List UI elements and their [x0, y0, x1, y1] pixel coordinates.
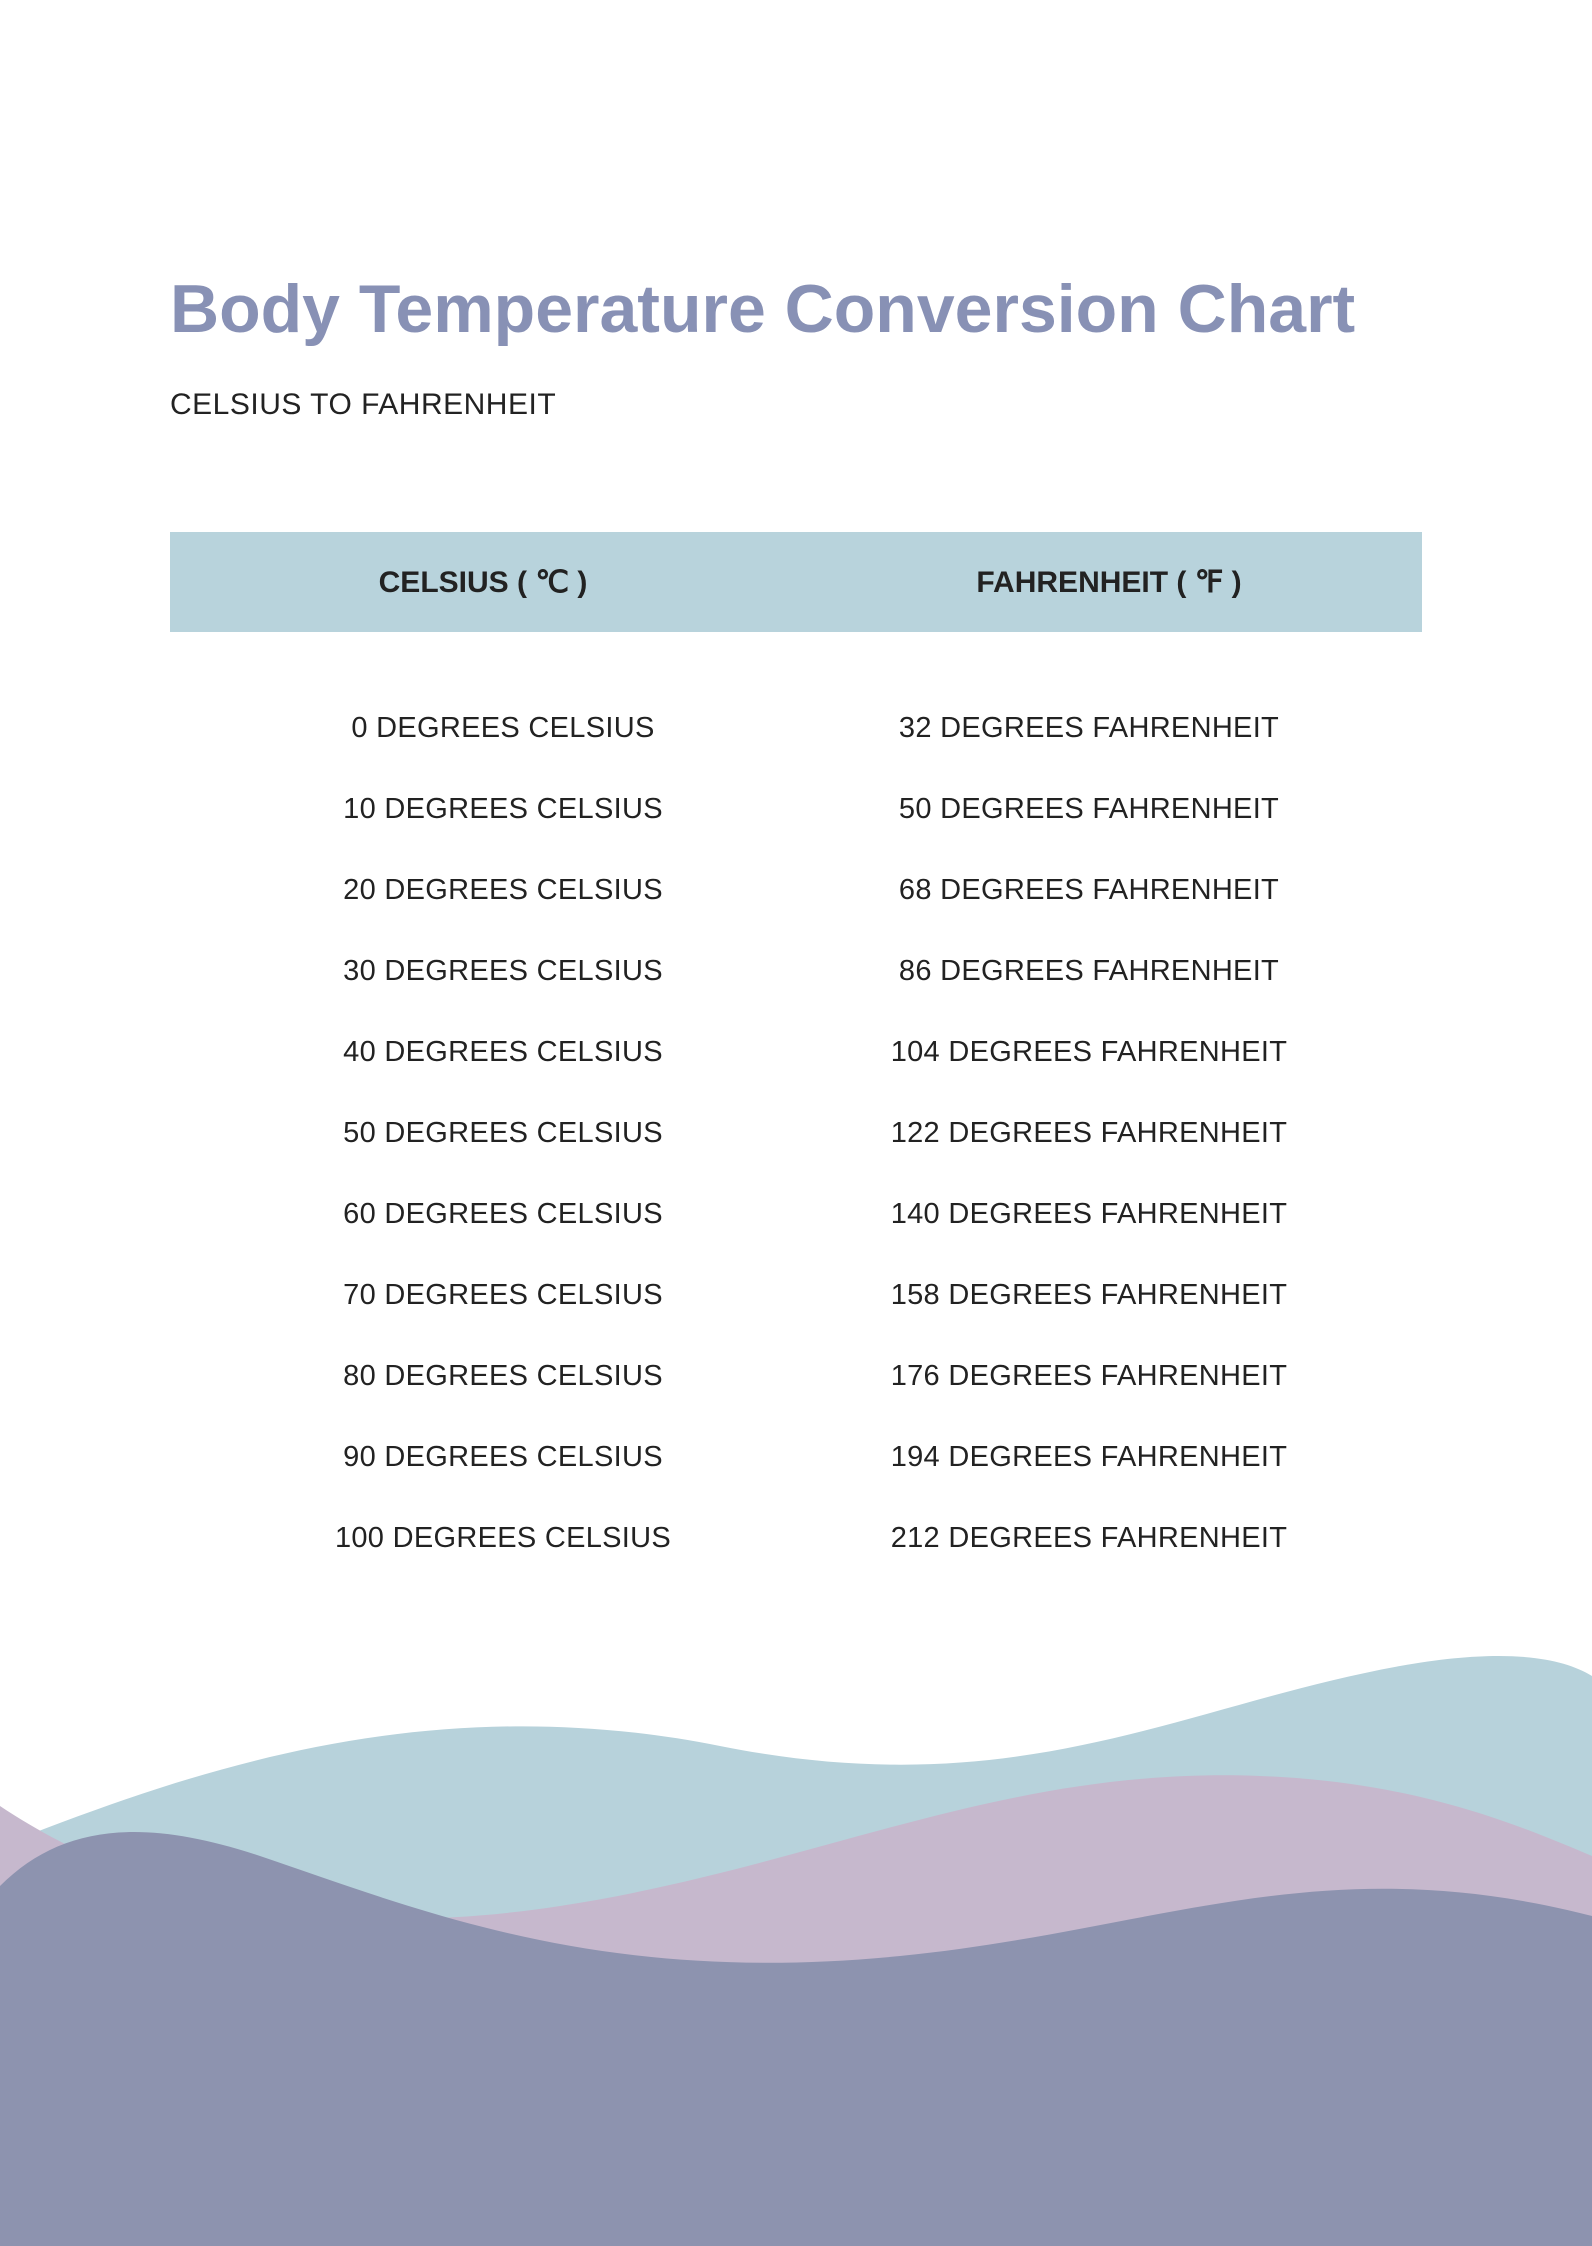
cell-fahrenheit: 212 DEGREES FAHRENHEIT	[796, 1522, 1382, 1555]
table-row: 20 DEGREES CELSIUS68 DEGREES FAHRENHEIT	[210, 874, 1382, 907]
cell-fahrenheit: 122 DEGREES FAHRENHEIT	[796, 1117, 1382, 1150]
cell-celsius: 20 DEGREES CELSIUS	[210, 874, 796, 907]
cell-fahrenheit: 176 DEGREES FAHRENHEIT	[796, 1360, 1382, 1393]
cell-celsius: 30 DEGREES CELSIUS	[210, 955, 796, 988]
cell-fahrenheit: 50 DEGREES FAHRENHEIT	[796, 793, 1382, 826]
cell-celsius: 10 DEGREES CELSIUS	[210, 793, 796, 826]
cell-celsius: 70 DEGREES CELSIUS	[210, 1279, 796, 1312]
table-row: 90 DEGREES CELSIUS194 DEGREES FAHRENHEIT	[210, 1441, 1382, 1474]
decorative-waves	[0, 1626, 1592, 2246]
cell-fahrenheit: 68 DEGREES FAHRENHEIT	[796, 874, 1382, 907]
table-header: CELSIUS ( ℃ ) FAHRENHEIT ( ℉ )	[170, 532, 1422, 632]
cell-celsius: 60 DEGREES CELSIUS	[210, 1198, 796, 1231]
cell-fahrenheit: 32 DEGREES FAHRENHEIT	[796, 712, 1382, 745]
table-row: 0 DEGREES CELSIUS32 DEGREES FAHRENHEIT	[210, 712, 1382, 745]
cell-celsius: 100 DEGREES CELSIUS	[210, 1522, 796, 1555]
table-row: 60 DEGREES CELSIUS140 DEGREES FAHRENHEIT	[210, 1198, 1382, 1231]
cell-fahrenheit: 194 DEGREES FAHRENHEIT	[796, 1441, 1382, 1474]
page-subtitle: CELSIUS TO FAHRENHEIT	[170, 388, 1422, 422]
cell-fahrenheit: 86 DEGREES FAHRENHEIT	[796, 955, 1382, 988]
table-row: 100 DEGREES CELSIUS212 DEGREES FAHRENHEI…	[210, 1522, 1382, 1555]
cell-celsius: 80 DEGREES CELSIUS	[210, 1360, 796, 1393]
table-row: 40 DEGREES CELSIUS104 DEGREES FAHRENHEIT	[210, 1036, 1382, 1069]
table-row: 50 DEGREES CELSIUS122 DEGREES FAHRENHEIT	[210, 1117, 1382, 1150]
cell-celsius: 0 DEGREES CELSIUS	[210, 712, 796, 745]
table-row: 10 DEGREES CELSIUS50 DEGREES FAHRENHEIT	[210, 793, 1382, 826]
table-body: 0 DEGREES CELSIUS32 DEGREES FAHRENHEIT 10…	[170, 712, 1422, 1555]
cell-celsius: 40 DEGREES CELSIUS	[210, 1036, 796, 1069]
cell-fahrenheit: 140 DEGREES FAHRENHEIT	[796, 1198, 1382, 1231]
cell-celsius: 50 DEGREES CELSIUS	[210, 1117, 796, 1150]
table-row: 80 DEGREES CELSIUS176 DEGREES FAHRENHEIT	[210, 1360, 1382, 1393]
table-row: 70 DEGREES CELSIUS158 DEGREES FAHRENHEIT	[210, 1279, 1382, 1312]
table-row: 30 DEGREES CELSIUS86 DEGREES FAHRENHEIT	[210, 955, 1382, 988]
cell-fahrenheit: 158 DEGREES FAHRENHEIT	[796, 1279, 1382, 1312]
cell-celsius: 90 DEGREES CELSIUS	[210, 1441, 796, 1474]
cell-fahrenheit: 104 DEGREES FAHRENHEIT	[796, 1036, 1382, 1069]
column-header-celsius: CELSIUS ( ℃ )	[170, 565, 796, 600]
page-title: Body Temperature Conversion Chart	[170, 270, 1422, 348]
column-header-fahrenheit: FAHRENHEIT ( ℉ )	[796, 565, 1422, 600]
